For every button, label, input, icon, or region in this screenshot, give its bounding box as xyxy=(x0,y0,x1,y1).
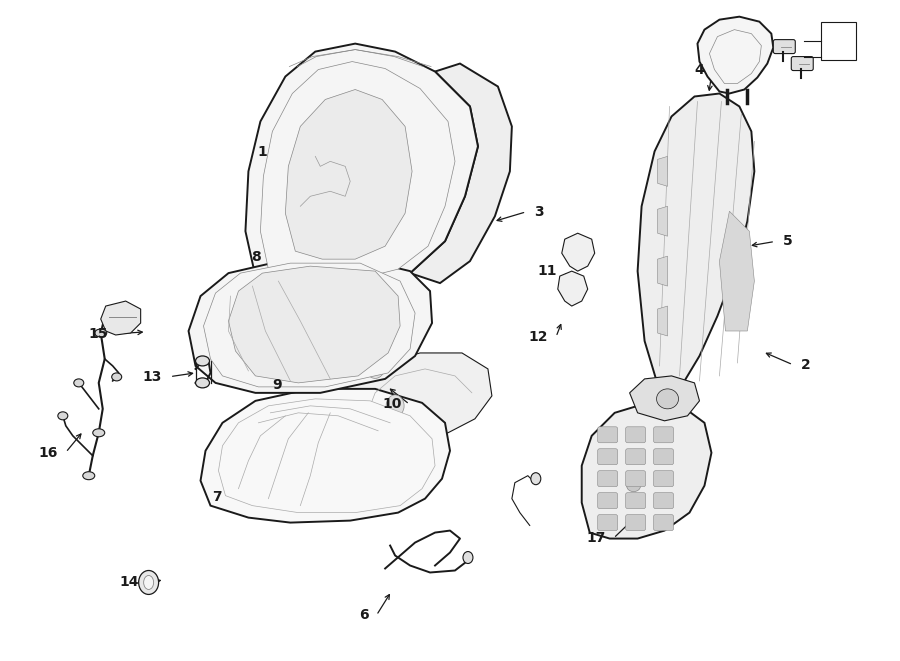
Polygon shape xyxy=(658,157,668,186)
Ellipse shape xyxy=(626,480,641,492)
FancyBboxPatch shape xyxy=(653,449,673,465)
Ellipse shape xyxy=(112,373,122,381)
Text: 4: 4 xyxy=(695,63,705,77)
Polygon shape xyxy=(219,399,435,513)
Text: 8: 8 xyxy=(251,250,261,264)
FancyBboxPatch shape xyxy=(653,471,673,486)
Text: 2: 2 xyxy=(801,358,811,371)
Polygon shape xyxy=(630,376,699,421)
Polygon shape xyxy=(658,206,668,236)
Text: 7: 7 xyxy=(212,490,222,504)
FancyBboxPatch shape xyxy=(626,515,645,531)
Polygon shape xyxy=(332,336,408,403)
Polygon shape xyxy=(229,266,400,383)
Ellipse shape xyxy=(83,472,94,480)
FancyBboxPatch shape xyxy=(598,515,617,531)
Ellipse shape xyxy=(386,395,404,417)
Ellipse shape xyxy=(139,570,158,594)
Polygon shape xyxy=(637,93,754,391)
Text: 12: 12 xyxy=(528,330,548,344)
FancyBboxPatch shape xyxy=(626,427,645,443)
FancyBboxPatch shape xyxy=(598,449,617,465)
FancyBboxPatch shape xyxy=(598,471,617,486)
FancyBboxPatch shape xyxy=(791,57,814,71)
Text: 1: 1 xyxy=(257,145,267,159)
FancyBboxPatch shape xyxy=(598,492,617,508)
Text: 15: 15 xyxy=(88,327,108,341)
Ellipse shape xyxy=(657,389,679,409)
FancyBboxPatch shape xyxy=(598,427,617,443)
Polygon shape xyxy=(260,61,455,279)
Polygon shape xyxy=(581,403,711,539)
Text: 3: 3 xyxy=(535,205,544,219)
Text: 10: 10 xyxy=(382,397,401,411)
Text: 16: 16 xyxy=(39,446,58,459)
Text: 9: 9 xyxy=(273,377,283,391)
FancyBboxPatch shape xyxy=(626,492,645,508)
Ellipse shape xyxy=(93,429,104,437)
FancyBboxPatch shape xyxy=(653,492,673,508)
Ellipse shape xyxy=(463,551,473,564)
Ellipse shape xyxy=(195,356,210,366)
Text: 5: 5 xyxy=(783,235,793,249)
Ellipse shape xyxy=(74,379,84,387)
Polygon shape xyxy=(203,263,415,387)
Polygon shape xyxy=(410,63,512,283)
Polygon shape xyxy=(189,259,432,393)
Polygon shape xyxy=(719,212,754,331)
Text: 6: 6 xyxy=(359,609,368,623)
Polygon shape xyxy=(709,30,761,83)
FancyBboxPatch shape xyxy=(653,515,673,531)
Polygon shape xyxy=(558,271,588,306)
Text: 11: 11 xyxy=(537,264,557,278)
Polygon shape xyxy=(285,89,412,259)
Ellipse shape xyxy=(365,354,385,378)
Polygon shape xyxy=(658,256,668,286)
Ellipse shape xyxy=(144,576,154,590)
FancyBboxPatch shape xyxy=(626,471,645,486)
Polygon shape xyxy=(658,306,668,336)
Polygon shape xyxy=(201,389,450,523)
Polygon shape xyxy=(246,44,478,286)
Ellipse shape xyxy=(531,473,541,485)
Polygon shape xyxy=(562,233,595,271)
Ellipse shape xyxy=(58,412,68,420)
Text: 17: 17 xyxy=(586,531,606,545)
FancyBboxPatch shape xyxy=(626,449,645,465)
Polygon shape xyxy=(340,353,492,441)
Polygon shape xyxy=(622,413,654,492)
Text: 13: 13 xyxy=(142,369,162,383)
Ellipse shape xyxy=(94,329,107,337)
Ellipse shape xyxy=(195,378,210,388)
Polygon shape xyxy=(698,17,773,93)
Text: 14: 14 xyxy=(119,576,139,590)
FancyBboxPatch shape xyxy=(653,427,673,443)
Polygon shape xyxy=(101,301,140,335)
FancyBboxPatch shape xyxy=(773,40,796,54)
